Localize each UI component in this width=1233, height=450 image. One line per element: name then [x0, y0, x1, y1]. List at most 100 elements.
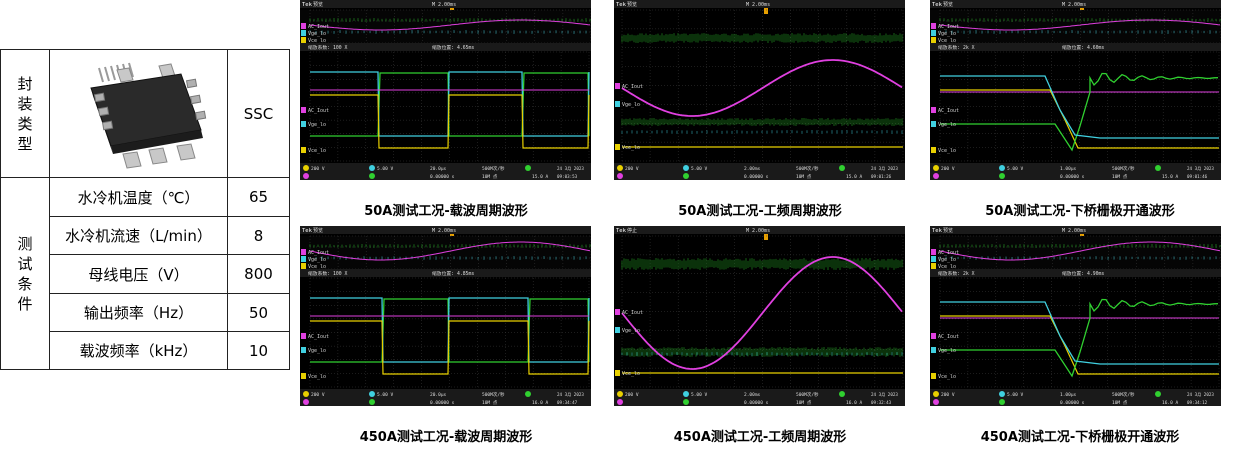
condition-value: 65 — [228, 178, 290, 217]
trigger-level: 16.0 A — [532, 400, 549, 406]
condition-value: 10 — [228, 332, 290, 370]
ch1-scale: 200 V — [625, 392, 639, 398]
channel-marker — [615, 327, 620, 333]
ch2-icon — [683, 165, 689, 171]
channel-label: Vge_lo — [938, 257, 956, 263]
ch2-icon — [683, 391, 689, 397]
ch1-scale: 200 V — [311, 166, 325, 172]
condition-value: 800 — [228, 255, 290, 294]
channel-label: AC_Iout — [308, 24, 329, 30]
current-trace — [622, 60, 902, 116]
trigger-position-icon — [764, 234, 768, 240]
sample-rate: 500M次/秒 — [1112, 165, 1135, 172]
condition-value: 50 — [228, 294, 290, 332]
ch3-icon — [303, 173, 309, 179]
sample-rate: 500M次/秒 — [1112, 391, 1135, 398]
timebase: 20.0μs — [430, 392, 447, 398]
sample-rate: 500M次/秒 — [796, 391, 819, 398]
channel-label: Vge_lo — [308, 31, 326, 37]
caption-50a-turnon: 50A测试工况-下桥栅极开通波形 — [930, 200, 1230, 219]
spec-table: 封 装 类 型 — [0, 49, 290, 370]
condition-name: 输出频率（Hz） — [50, 294, 228, 332]
acq-mode: 预览 — [313, 227, 323, 234]
scope-screen-50a-turnon: Tek 预览 M 2.00ms AC_Iout Vge_lo Vce_lo 缩放系数: 2k… — [930, 0, 1221, 180]
scope-screen-450a-carrier: Tek 预览 M 2.00ms AC_Iout Vge_lo Vce_lo 缩放系数: 10… — [300, 226, 591, 406]
channel-label: AC_Iout — [938, 334, 959, 340]
trigger-level: 15.0 A — [846, 174, 863, 180]
time-offset: 0.00000 s — [1060, 174, 1085, 180]
channel-marker — [931, 263, 936, 269]
sample-rate: 500M次/秒 — [482, 391, 505, 398]
horizontal-scale: M 2.00ms — [432, 2, 456, 8]
scope-screen-450a-line: Tek 停止 M 2.00ms AC_Iout Vge_lo Vce_lo 200 V 5.0… — [614, 226, 905, 406]
channel-label: Vge_lo — [308, 257, 326, 263]
channel-marker — [301, 263, 306, 269]
time-offset: 0.00000 s — [430, 174, 455, 180]
channel-marker — [301, 333, 306, 339]
ch2-icon — [369, 165, 375, 171]
condition-name: 水冷机流速（L/min） — [50, 217, 228, 255]
trigger-icon — [525, 391, 531, 397]
trigger-icon — [1155, 165, 1161, 171]
ch2-icon — [369, 391, 375, 397]
ch1-icon — [933, 165, 939, 171]
ch4-icon — [369, 399, 375, 405]
horizontal-scale: M 2.00ms — [1062, 228, 1086, 234]
channel-marker — [301, 373, 306, 379]
channel-marker — [615, 83, 620, 89]
channel-label: Vce_lo — [938, 148, 956, 154]
trigger-icon — [525, 165, 531, 171]
record-length: 10M 点 — [482, 174, 498, 180]
scope-svg: Tek 预览 M 2.00msAC_IoutVge_loVce_lo缩放系数: 2k… — [930, 0, 1221, 180]
package-value: SSC — [228, 50, 290, 178]
caption-50a-carrier: 50A测试工况-载波周期波形 — [296, 200, 596, 219]
trigger-icon — [1155, 391, 1161, 397]
horizontal-scale: M 2.00ms — [1062, 2, 1086, 8]
channel-marker — [615, 370, 620, 376]
channel-label: Vce_lo — [622, 371, 640, 377]
channel-label: AC_Iout — [938, 24, 959, 30]
channel-marker — [301, 37, 306, 43]
ch1-scale: 200 V — [941, 166, 955, 172]
time-offset: 0.00000 s — [744, 174, 769, 180]
horizontal-scale: M 2.00ms — [746, 2, 770, 8]
condition-value: 8 — [228, 217, 290, 255]
ch2-scale: 5.00 V — [691, 392, 708, 398]
caption-450a-turnon: 450A测试工况-下桥栅极开通波形 — [930, 426, 1230, 445]
ch2-scale: 5.00 V — [1007, 392, 1024, 398]
channel-label: Vge_lo — [938, 348, 956, 354]
channel-label: Vge_lo — [622, 102, 640, 108]
channel-marker — [615, 309, 620, 315]
zoom-position: 缩放位置: 4.60ms — [1062, 44, 1104, 51]
timebase: 1.00μs — [1060, 392, 1077, 398]
module-package-icon — [51, 50, 227, 173]
trigger-level: 15.0 A — [532, 174, 549, 180]
ch4-icon — [369, 173, 375, 179]
ch3-icon — [303, 399, 309, 405]
timebase: 1.00μs — [1060, 166, 1077, 172]
ch3-icon — [933, 399, 939, 405]
channel-marker — [931, 23, 936, 29]
zoom-factor: 缩放系数: 2k X — [938, 270, 975, 277]
channel-label: AC_Iout — [308, 250, 329, 256]
ch4-icon — [683, 173, 689, 179]
record-length: 10M 点 — [1112, 174, 1128, 180]
time: 09:03:53 — [557, 174, 578, 179]
trigger-icon — [839, 391, 845, 397]
zoom-position: 缩放位置: 4.65ms — [432, 44, 474, 51]
channel-marker — [301, 121, 306, 127]
channel-label: AC_Iout — [938, 108, 959, 114]
trigger-level: 16.0 A — [846, 400, 863, 406]
scope-svg: Tek 预览 M 2.00msAC_IoutVge_loVce_lo200 V 5.0… — [614, 0, 905, 180]
ch4-icon — [683, 399, 689, 405]
ch3-icon — [933, 173, 939, 179]
package-type-label: 封 装 类 型 — [1, 50, 50, 178]
condition-name: 水冷机温度（℃） — [50, 178, 228, 217]
ch1-scale: 200 V — [625, 166, 639, 172]
horizontal-scale: M 2.00ms — [432, 228, 456, 234]
brand-logo: Tek — [932, 228, 943, 234]
sample-rate: 500M次/秒 — [482, 165, 505, 172]
channel-marker — [615, 144, 620, 150]
channel-label: AC_Iout — [622, 84, 643, 90]
ch4-icon — [999, 399, 1005, 405]
